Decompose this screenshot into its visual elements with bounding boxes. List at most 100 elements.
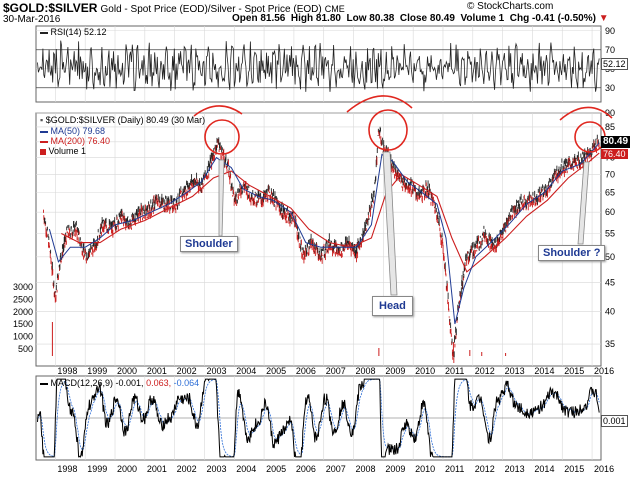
year-tick-label: 2014 [534,464,554,474]
year-tick-label: 2015 [564,464,584,474]
chart-header: $GOLD:$SILVER Gold - Spot Price (EOD)/Si… [3,1,345,15]
volume-tick-label: 2500 [13,294,33,304]
year-tick-label: 2007 [326,464,346,474]
price-tick-label: 85 [605,122,615,132]
price-tick-label: 40 [605,306,615,316]
price-tick-label: 45 [605,278,615,288]
change-value: Chg -0.41 (-0.50%) [509,13,596,24]
volume-tick-label: 3000 [13,282,33,292]
header-date: 30-Mar-2016 [3,14,61,25]
symbol-description: Gold - Spot Price (EOD)/Silver - Spot Pr… [100,4,322,15]
year-tick-label: 1998 [57,464,77,474]
volume-tick-label: 1500 [13,319,33,329]
shoulder-circle-left [204,119,240,155]
price-tick-label: 55 [605,228,615,238]
year-tick-label: 2009 [385,464,405,474]
year-tick-label: 2008 [356,366,376,376]
macd-value-tag: 0.001 [601,415,628,427]
year-tick-label: 2007 [326,366,346,376]
ma200-swatch [40,140,48,143]
main-title: ▪ $GOLD:$SILVER (Daily) 80.49 (30 Mar) [40,115,205,125]
year-tick-label: 2016 [594,366,614,376]
year-tick-label: 2015 [564,366,584,376]
volume-swatch [40,148,46,155]
year-tick-label: 2012 [475,366,495,376]
year-tick-label: 2000 [117,464,137,474]
shoulder2-pointer [577,161,590,245]
rsi-tick-label: 30 [605,83,615,93]
year-tick-label: 2011 [445,464,464,474]
year-tick-label: 2016 [594,464,614,474]
year-tick-label: 2013 [505,366,525,376]
symbol: $GOLD:$SILVER [3,1,98,15]
callout-head: Head [372,296,413,316]
price-tick-label: 70 [605,169,615,179]
close-value: Close 80.49 [399,13,455,24]
year-tick-label: 2006 [296,366,316,376]
macd-value-2: -0.064 [173,378,200,388]
macd-title: MACD(12,26,9) -0.001, [50,378,144,388]
ma200-label: MA(200) 76.40 [50,136,111,146]
chart-icon: ▪ [40,115,44,125]
year-tick-label: 2003 [206,464,226,474]
macd-legend: MACD(12,26,9) -0.001, 0.063, -0.064 [40,378,199,388]
year-tick-label: 2005 [266,464,286,474]
price-panel [35,112,602,367]
year-tick-label: 2005 [266,366,286,376]
year-tick-label: 2002 [177,464,197,474]
macd-path [37,378,600,458]
year-tick-label: 2003 [206,366,226,376]
year-tick-label: 1999 [87,366,107,376]
down-arrow-icon: ▼ [598,13,609,24]
price-tag: 80.49 [601,136,630,148]
volume-value: Volume 1 [460,13,505,24]
year-tick-label: 2014 [534,366,554,376]
ma50-swatch [40,130,48,133]
year-tick-label: 2006 [296,464,316,474]
year-tick-label: 2000 [117,366,137,376]
stockcharts-brand: © StockCharts.com [467,1,554,12]
head-pointer [382,151,398,296]
price-tick-label: 35 [605,339,615,349]
year-tick-label: 2004 [236,366,256,376]
price-tick-label: 60 [605,207,615,217]
price-tick-label: 50 [605,252,615,262]
ohlc-line: Open 81.56 High 81.80 Low 80.38 Close 80… [232,13,609,24]
ma50-legend: MA(50) 79.68 [40,126,105,136]
year-tick-label: 1999 [87,464,107,474]
high-value: High 81.80 [290,13,341,24]
rsi-tick-label: 90 [605,26,615,36]
year-tick-label: 2011 [445,366,464,376]
macd-lines [37,378,600,458]
rsi-swatch [40,31,48,34]
year-tick-label: 2004 [236,464,256,474]
ma200-legend: MA(200) 76.40 [40,136,110,146]
year-tick-label: 1998 [57,366,77,376]
year-tick-label: 2008 [356,464,376,474]
year-tick-label: 2013 [505,464,525,474]
head-arc [346,95,413,113]
head-circle [368,109,408,151]
rsi-label: RSI(14) 52.12 [50,27,107,37]
rsi-line [37,40,600,92]
callout-shoulder-left: Shoulder [180,236,238,252]
volume-label: Volume 1 [48,146,87,156]
volume-legend: Volume 1 [40,146,86,156]
price-bars [43,126,600,364]
price-tick-label: 90 [605,108,615,118]
ma50-label: MA(50) 79.68 [50,126,106,136]
year-tick-label: 2001 [147,464,167,474]
macd-value-1: 0.063, [146,378,172,388]
callout-shoulder-right: Shoulder ? [538,245,606,261]
exchange: CME [324,4,345,14]
volume-tick-label: 1000 [13,332,33,342]
open-value: Open 81.56 [232,13,286,24]
year-tick-label: 2010 [415,366,435,376]
volume-tick-label: 2000 [13,307,33,317]
ma200-tag: 76.40 [601,149,628,159]
rsi-path [37,40,600,92]
low-value: Low 80.38 [346,13,395,24]
shoulder-arc-left [193,105,243,117]
